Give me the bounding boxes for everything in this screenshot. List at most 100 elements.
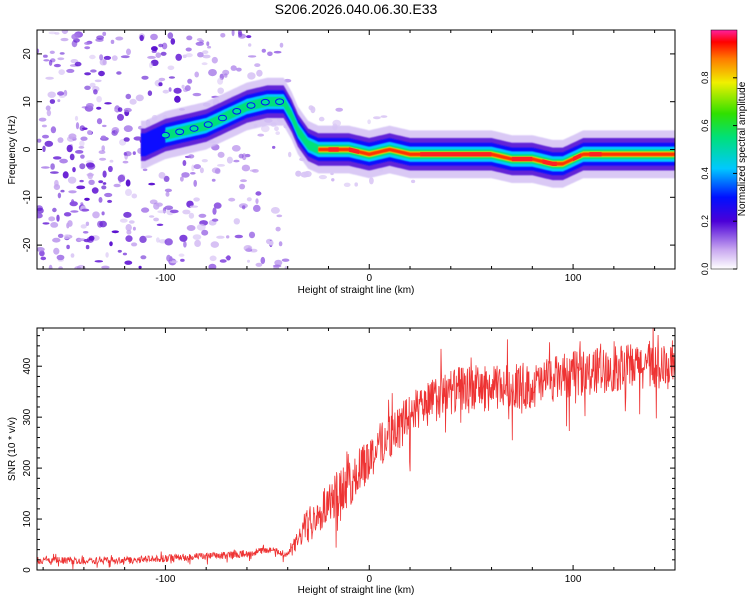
colorbar-tick-label: 0.6 [700,119,710,132]
noise-blob [147,55,156,59]
noise-blob [50,222,59,228]
noise-blob [46,109,52,117]
noise-blob [151,46,158,52]
noise-blob [48,31,57,35]
noise-blob [182,209,191,215]
noise-blob [37,48,40,54]
noise-blob [163,175,170,182]
noise-blob [98,150,106,155]
noise-blob [219,259,227,263]
noise-blob [88,235,95,241]
noise-blob [82,127,88,130]
noise-blob [209,255,217,262]
noise-blob [201,62,208,66]
y-tick-label: 300 [22,408,33,425]
ridge-peak-blob [275,98,285,105]
noise-blob [97,220,103,228]
noise-blob [74,266,82,269]
noise-blob [181,84,185,89]
noise-blob [52,156,62,160]
noise-blob [238,153,244,159]
noise-blob [150,59,159,66]
noise-blob [132,151,136,156]
ridge-peak-blob [218,114,227,122]
noise-blob [47,91,56,98]
noise-blob [60,37,69,42]
noise-blob [114,109,119,112]
noise-blob [80,224,87,229]
noise-blob [40,256,47,261]
noise-blob [141,207,150,213]
noise-blob [141,75,149,80]
noise-blob [133,136,143,141]
noise-blob [52,207,57,213]
ridge-hot-segment [542,159,557,166]
noise-blob [186,35,193,41]
noise-blob [37,138,42,143]
noise-blob [156,237,160,243]
noise-blob [369,177,374,185]
ridge-hot-segment [348,147,360,154]
spectrogram-ridge [141,77,675,188]
noise-blob [238,31,243,37]
noise-blob [75,150,84,154]
noise-blob [37,247,45,252]
noise-blob [185,53,193,58]
noise-blob [105,252,109,258]
noise-blob [220,33,226,38]
noise-blob [50,171,59,174]
ridge-peak-blob [260,98,270,106]
noise-blob [101,265,110,269]
snr-axes: -100 0 100 0 100 200 300 400 [22,328,675,585]
noise-blob [244,153,251,158]
noise-blob [183,241,187,248]
colorbar-tick-label: 0.2 [700,215,710,228]
noise-blob [279,42,284,48]
noise-blob [331,178,335,182]
noise-blob [231,30,235,37]
noise-blob [66,244,70,250]
noise-blob [122,160,129,164]
noise-blob [278,241,283,247]
noise-blob [71,33,78,40]
noise-blob [80,154,85,159]
noise-blob [233,218,240,225]
noise-blob [318,175,327,180]
noise-blob [208,69,217,77]
noise-blob [120,55,130,59]
noise-blob [217,151,225,158]
noise-blob [194,239,202,247]
noise-blob [53,247,60,255]
noise-blob [202,50,209,54]
noise-blob [335,107,344,112]
noise-blob [182,160,187,166]
noise-blob [155,202,163,207]
noise-blob [195,41,204,46]
noise-blob [68,133,77,140]
noise-blob [178,253,185,257]
colorbar-tick-label: 0.0 [700,263,710,276]
noise-blob [255,198,259,205]
y-tick-label: 400 [22,357,33,374]
noise-blob [107,199,113,203]
noise-blob [252,169,259,173]
noise-blob [158,172,166,179]
noise-blob [69,201,78,207]
noise-blob [78,146,85,149]
noise-blob [49,50,55,54]
noise-blob [318,116,325,122]
ridge-peak-blob [160,131,170,139]
snr-plot-area [37,328,675,570]
noise-blob [180,258,185,262]
noise-blob [284,265,288,269]
noise-blob [160,51,167,56]
noise-blob [38,117,47,122]
noise-blob [42,134,49,139]
noise-blob [247,72,256,80]
noise-blob [150,33,158,41]
noise-blob [109,159,114,163]
noise-blob [113,183,121,188]
ridge-band-layer [318,147,675,166]
noise-blob [274,259,283,266]
